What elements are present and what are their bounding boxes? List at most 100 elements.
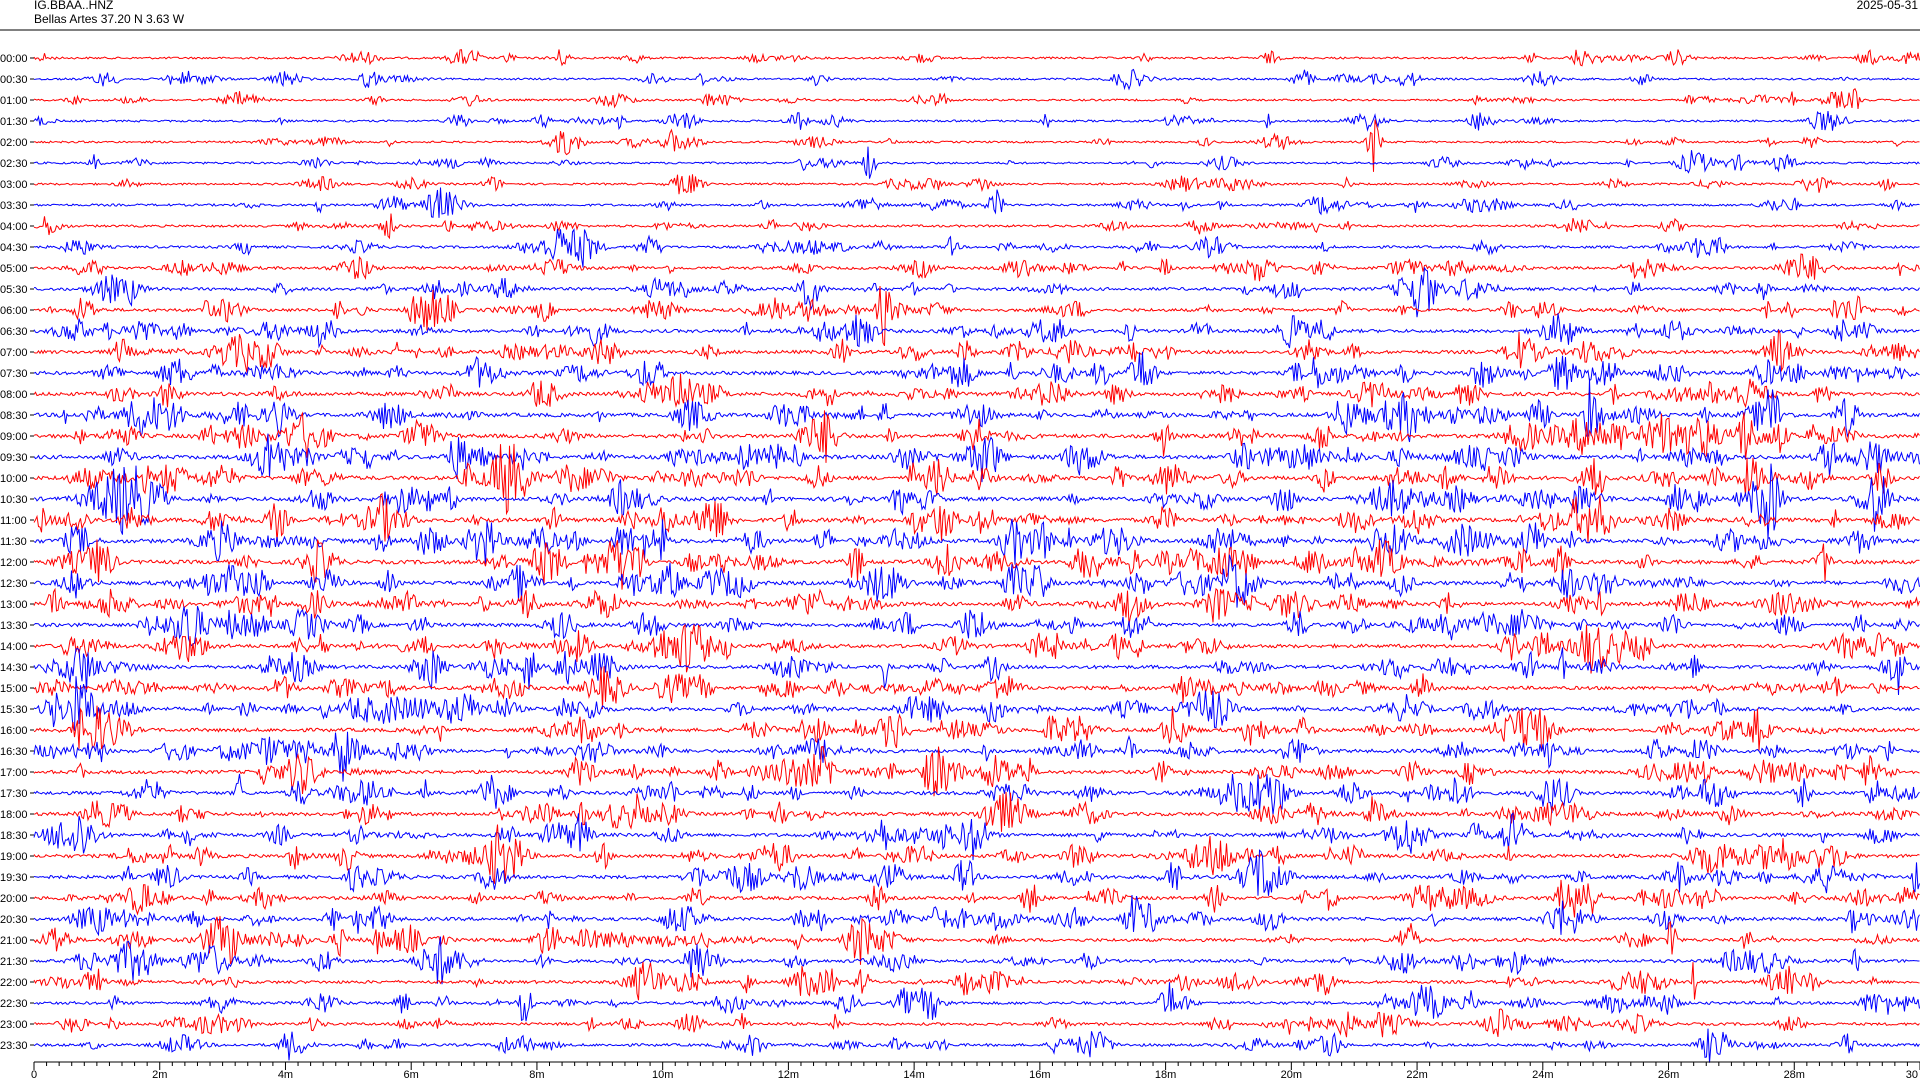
trace-0530 bbox=[34, 266, 1920, 318]
row-label: 23:00 bbox=[0, 1019, 28, 1031]
row-label: 16:30 bbox=[0, 746, 28, 758]
trace-1130 bbox=[33, 518, 1920, 566]
trace-1700 bbox=[33, 745, 1920, 797]
row-label: 08:00 bbox=[0, 389, 28, 401]
x-tick-label: 18m bbox=[1155, 1069, 1176, 1080]
trace-1500 bbox=[33, 666, 1920, 710]
trace-1030 bbox=[33, 463, 1920, 540]
row-label: 20:00 bbox=[0, 893, 28, 905]
trace-1530 bbox=[33, 676, 1920, 731]
trace-0200 bbox=[33, 119, 1920, 172]
row-label: 17:30 bbox=[0, 788, 28, 800]
row-label: 07:30 bbox=[0, 368, 28, 380]
trace-0330 bbox=[34, 187, 1920, 218]
row-label: 04:00 bbox=[0, 221, 28, 233]
row-label: 18:00 bbox=[0, 809, 28, 821]
trace-1800 bbox=[33, 791, 1920, 832]
row-label: 03:00 bbox=[0, 179, 28, 191]
x-tick-label: 0 bbox=[31, 1069, 37, 1080]
trace-2230 bbox=[33, 982, 1920, 1022]
trace-2130 bbox=[33, 936, 1920, 985]
row-label: 14:30 bbox=[0, 662, 28, 674]
trace-1330 bbox=[33, 605, 1920, 647]
row-label: 05:00 bbox=[0, 263, 28, 275]
row-label: 09:30 bbox=[0, 452, 28, 464]
x-tick-label: 14m bbox=[903, 1069, 924, 1080]
row-label: 16:00 bbox=[0, 725, 28, 737]
row-label: 06:00 bbox=[0, 305, 28, 317]
trace-0000 bbox=[33, 49, 1920, 67]
trace-2330 bbox=[33, 1028, 1920, 1063]
trace-0030 bbox=[33, 68, 1920, 91]
trace-1300 bbox=[33, 587, 1920, 625]
row-labels: 00:00 00:30 01:00 01:30 02:00 02:30 03:00 03:30… bbox=[0, 53, 34, 1052]
x-tick-label: 6m bbox=[404, 1069, 419, 1080]
row-label: 14:00 bbox=[0, 641, 28, 653]
trace-0630 bbox=[33, 313, 1920, 349]
trace-2300 bbox=[33, 1008, 1920, 1038]
row-label: 12:30 bbox=[0, 578, 28, 590]
trace-0400 bbox=[33, 213, 1920, 240]
row-label: 09:00 bbox=[0, 431, 28, 443]
row-label: 13:30 bbox=[0, 620, 28, 632]
trace-0700 bbox=[33, 329, 1920, 373]
row-label: 22:30 bbox=[0, 998, 28, 1010]
trace-0800 bbox=[33, 373, 1920, 409]
row-label: 18:30 bbox=[0, 830, 28, 842]
row-label: 07:00 bbox=[0, 347, 28, 359]
x-tick-label: 28m bbox=[1784, 1069, 1805, 1080]
row-label: 19:00 bbox=[0, 851, 28, 863]
row-label: 15:00 bbox=[0, 683, 28, 695]
trace-1400 bbox=[33, 623, 1920, 674]
row-label: 03:30 bbox=[0, 200, 28, 212]
row-label: 15:30 bbox=[0, 704, 28, 716]
trace-1730 bbox=[33, 773, 1920, 815]
row-label: 20:30 bbox=[0, 914, 28, 926]
trace-2200 bbox=[33, 961, 1920, 1001]
row-label: 08:30 bbox=[0, 410, 28, 422]
x-tick-label: 16m bbox=[1029, 1069, 1050, 1080]
x-tick-label: 12m bbox=[778, 1069, 799, 1080]
x-tick-label: 2m bbox=[152, 1069, 167, 1080]
trace-0430 bbox=[33, 228, 1920, 268]
row-label: 23:30 bbox=[0, 1040, 28, 1052]
trace-1930 bbox=[33, 849, 1920, 896]
row-label: 10:00 bbox=[0, 473, 28, 485]
row-label: 02:00 bbox=[0, 137, 28, 149]
row-label: 11:00 bbox=[0, 515, 27, 527]
trace-2100 bbox=[33, 916, 1920, 965]
trace-1000 bbox=[33, 443, 1920, 516]
trace-2000 bbox=[33, 879, 1920, 918]
x-tick-label: 20m bbox=[1281, 1069, 1302, 1080]
trace-2030 bbox=[33, 894, 1920, 937]
station-code: IG.BBAA..HNZ bbox=[34, 0, 113, 12]
trace-0730 bbox=[33, 351, 1920, 390]
trace-0500 bbox=[33, 253, 1920, 282]
x-tick-label: 10m bbox=[652, 1069, 673, 1080]
trace-0600 bbox=[33, 285, 1920, 347]
row-label: 12:00 bbox=[0, 557, 28, 569]
trace-0230 bbox=[33, 146, 1920, 179]
plot-date: 2025-05-31 bbox=[1857, 0, 1919, 12]
trace-1600 bbox=[33, 705, 1920, 752]
row-label: 00:00 bbox=[0, 53, 28, 65]
trace-1830 bbox=[33, 812, 1920, 861]
trace-1200 bbox=[33, 539, 1920, 590]
x-tick-label: 8m bbox=[529, 1069, 544, 1080]
row-label: 04:30 bbox=[0, 242, 28, 254]
row-label: 05:30 bbox=[0, 284, 28, 296]
row-label: 11:30 bbox=[0, 536, 27, 548]
row-label: 00:30 bbox=[0, 74, 28, 86]
row-label: 13:00 bbox=[0, 599, 28, 611]
x-tick-label: 22m bbox=[1406, 1069, 1427, 1080]
row-label: 19:30 bbox=[0, 872, 28, 884]
trace-0830 bbox=[34, 378, 1920, 443]
x-tick-label: 4m bbox=[278, 1069, 293, 1080]
trace-0900 bbox=[33, 410, 1920, 463]
x-tick-label: 24m bbox=[1532, 1069, 1553, 1080]
row-label: 01:00 bbox=[0, 95, 28, 107]
trace-0300 bbox=[33, 174, 1920, 195]
x-tick-label: 26m bbox=[1658, 1069, 1679, 1080]
row-label: 21:00 bbox=[0, 935, 28, 947]
